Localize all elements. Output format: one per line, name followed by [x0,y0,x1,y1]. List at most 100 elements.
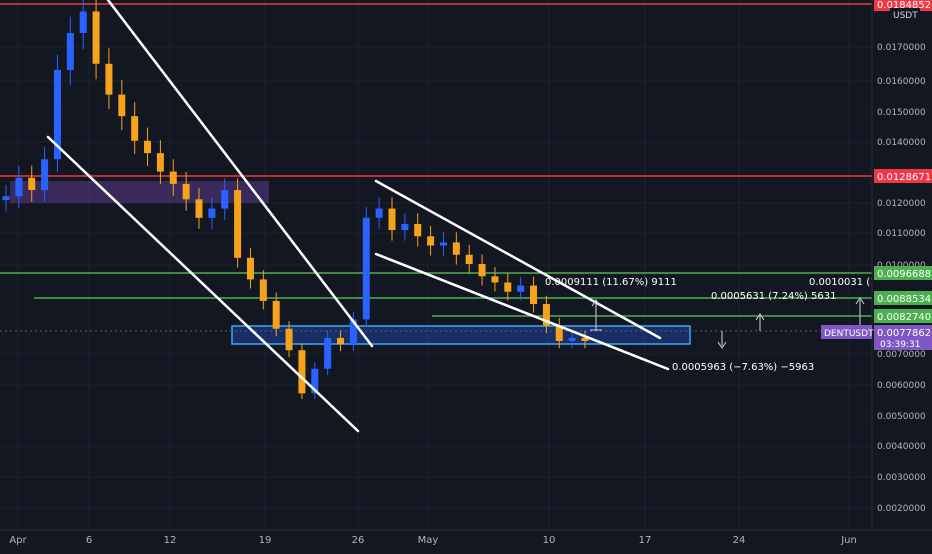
candle-body [156,153,164,172]
level-price-tag [874,0,932,11]
x-tick-label: 24 [733,535,746,546]
y-tick-label: 0.0160000 [877,77,926,87]
candle-body [169,171,177,184]
candle-body [337,337,345,345]
level-price-label: 0.0128671 [877,172,931,183]
candles [2,0,589,399]
candle-body [401,223,409,231]
demand-zone [231,325,691,345]
candle-body [362,217,370,320]
level-price-label: 0.0082740 [877,312,931,323]
countdown-label: 03:39:31 [880,340,920,350]
candle-body [465,254,473,264]
candle-body [555,325,563,341]
y-tick-label: 0.0060000 [877,381,926,391]
candle-body [28,177,36,191]
candle-body [105,63,113,95]
candle-body [478,264,486,277]
trendline-upper-1[interactable] [106,0,374,348]
candle-body [517,285,525,292]
measure-arrow-2 [755,313,765,331]
y-tick-label: 0.0050000 [877,412,926,422]
supply-zone [10,181,269,203]
candle-body [298,350,306,394]
candle-body [324,337,332,369]
level-price-label: 0.0184852 [877,0,931,11]
y-tick-label: 0.0140000 [877,138,926,148]
trendline-upper-2[interactable] [374,179,662,340]
candle-body [53,69,61,160]
candle-body [221,190,229,209]
candle-body [439,242,447,246]
candle-body [144,140,152,154]
x-tick-label: 17 [639,535,652,546]
trendline-lower-1[interactable] [46,135,360,433]
symbol-tag [821,325,872,339]
annotation-4: 0.0005963 (−7.63%) −5963 [672,362,814,373]
y-tick-label: 0.0030000 [877,473,926,483]
candle-body [66,33,74,70]
candle-body [504,282,512,292]
level-price-tag [874,309,932,323]
candle-body [246,257,254,280]
time-axis[interactable] [0,530,932,550]
x-tick-label: Jun [840,535,857,546]
candle-body [414,223,422,237]
candle-body [131,116,139,141]
candle-body [272,300,280,329]
candle-body [452,242,460,255]
annotation-2: 0.0009111 (11.67%) 9111 [545,277,677,288]
candle-body [259,279,267,301]
candle-body [285,328,293,351]
x-tick-label: 26 [352,535,365,546]
price-axis[interactable] [872,0,932,530]
x-tick-label: 19 [259,535,272,546]
level-price-label: 0.0096688 [877,269,931,280]
level-price-tag [874,291,932,305]
x-tick-label: 6 [86,535,92,546]
y-tick-label: 0.0170000 [877,43,926,53]
candle-body [182,183,190,200]
measure-arrow-4 [717,331,727,349]
y-axis-ticks: 0.0170000 0.0160000 0.0150000 0.0140000 0.01… [877,43,926,514]
y-tick-label: 0.0040000 [877,442,926,452]
last-price-tag [874,325,932,350]
candle-body [15,177,23,197]
candle-body [568,337,576,341]
y-tick-label: 0.0150000 [877,108,926,118]
y-tick-label: 0.0020000 [877,504,926,514]
candle-body [388,208,396,231]
candle-body [92,11,100,64]
candle-body [581,337,589,341]
last-price-label: 0.0077862 [877,328,931,339]
x-tick-label: 10 [543,535,556,546]
currency-label: USDT [893,11,918,21]
symbol-label: DENTUSDT [824,329,874,339]
candle-body [41,159,49,191]
level-price-tag [874,266,932,280]
candle-body [542,304,550,326]
x-tick-label: Apr [9,535,27,546]
candle-body [491,276,499,283]
level-price-label: 0.0088534 [877,294,931,305]
level-price-tag [874,169,932,183]
candle-body [195,199,203,218]
x-axis-ticks: Apr 6 12 19 26 May 10 17 24 Jun [9,535,856,546]
annotation-3: 0.0005631 (7.24%) 5631 [711,291,836,302]
candle-body [118,94,126,117]
x-tick-label: 12 [164,535,177,546]
candle-body [234,190,242,258]
trendline-lower-2[interactable] [374,252,670,371]
candle-body [2,196,10,201]
y-tick-label: 0.0110000 [877,229,926,239]
x-tick-label: May [418,535,439,546]
candle-body [349,319,357,345]
candle-body [79,11,87,34]
annotation-1: 0.0010031 (12.9 [809,277,892,288]
measure-arrow-1 [590,299,602,331]
candle-body [311,368,319,394]
y-tick-label: 0.0070000 [877,350,926,360]
candle-body [427,236,435,246]
